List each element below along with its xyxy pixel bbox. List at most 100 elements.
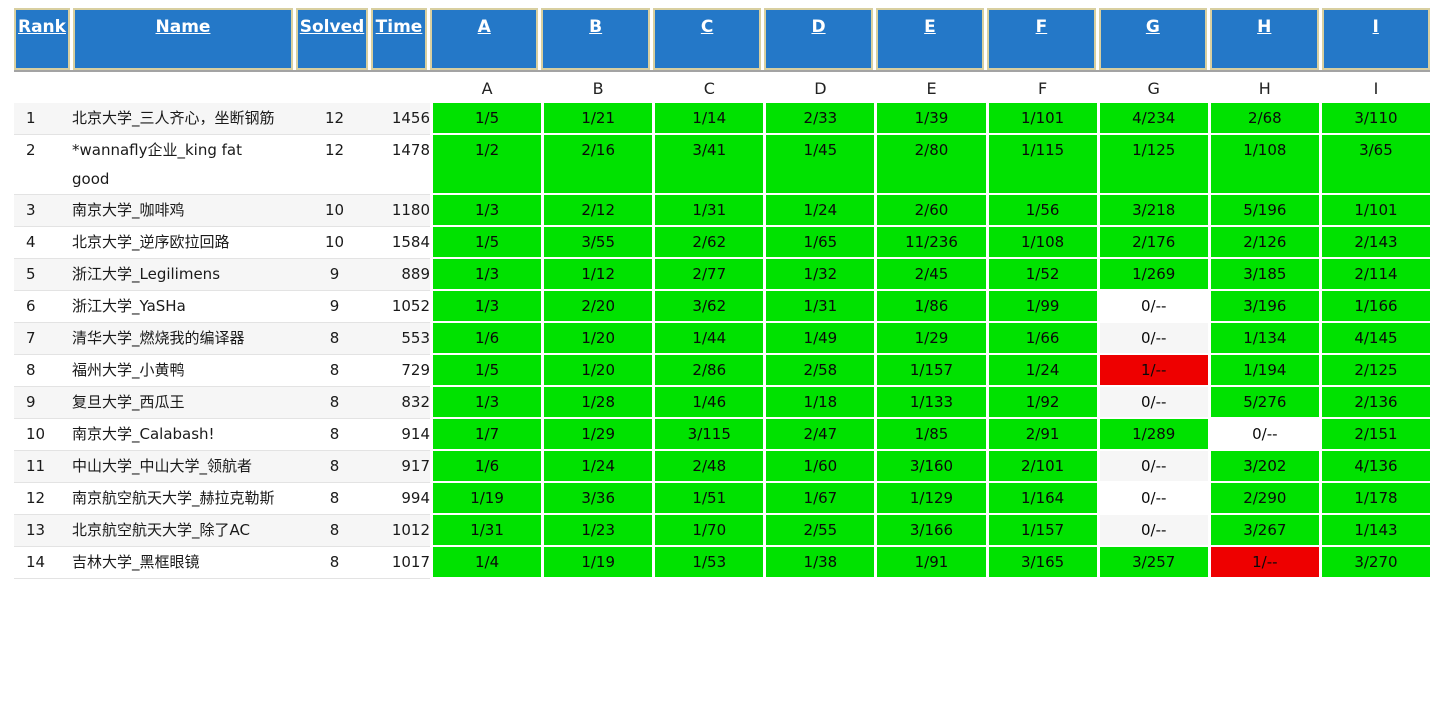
header-cell-f[interactable]: F: [987, 8, 1096, 70]
team-name: 福州大学_小黄鸭: [72, 361, 185, 379]
problem-letter-i: I: [1373, 79, 1379, 98]
rank-cell: 2: [26, 141, 36, 159]
problem-cell-e: 11/236: [877, 227, 986, 259]
problem-cell-f: 1/66: [988, 323, 1097, 355]
problem-cell-g: 3/218: [1099, 195, 1208, 227]
problem-cells-group: 1/4 1/19 1/53 1/38 1/91 3/165 3/257 1/-- 3/270: [430, 547, 1430, 579]
problem-cell-e: 1/39: [877, 103, 986, 135]
sort-d-link[interactable]: D: [811, 17, 826, 37]
problem-cells-group: 1/3 1/12 2/77 1/32 2/45 1/52 1/269 3/185 2/114: [430, 259, 1430, 291]
team-info-group: 12 南京航空航天大学_赫拉克勒斯 8 994: [14, 483, 430, 515]
sort-rank-link[interactable]: Rank: [18, 17, 66, 37]
rank-cell: 4: [26, 233, 36, 251]
team-info-group: 4 北京大学_逆序欧拉回路 10 1584: [14, 227, 430, 259]
problem-cell-h: 1/--: [1210, 547, 1319, 579]
sort-time-link[interactable]: Time: [375, 17, 423, 37]
problem-cell-i: 1/178: [1321, 483, 1430, 515]
problem-cell-d: 1/60: [766, 451, 875, 483]
solved-count: 8: [329, 553, 340, 571]
problem-cell-a: 1/4: [433, 547, 542, 579]
sort-c-link[interactable]: C: [700, 17, 714, 37]
problem-letter-b: B: [592, 79, 604, 98]
problem-letter-f: F: [1038, 79, 1048, 98]
problem-cells-group: 1/19 3/36 1/51 1/67 1/129 1/164 0/-- 2/290 1/178: [430, 483, 1430, 515]
rank-cell: 1: [26, 109, 36, 127]
sort-name-link[interactable]: Name: [155, 17, 211, 37]
sort-a-link[interactable]: A: [477, 17, 491, 37]
sort-i-link[interactable]: I: [1372, 17, 1379, 37]
problem-cell-d: 1/67: [766, 483, 875, 515]
header-cell-b[interactable]: B: [541, 8, 650, 70]
sort-g-link[interactable]: G: [1145, 17, 1160, 37]
table-row: 2 *wannafly企业_king fat good 12 1478 1/2 2/16 3…: [14, 135, 1430, 195]
problem-cell-i: 1/143: [1321, 515, 1430, 547]
problem-cells-group: 1/6 1/24 2/48 1/60 3/160 2/101 0/-- 3/202 4/136: [430, 451, 1430, 483]
time-total: 994: [401, 489, 430, 507]
header-cell-e[interactable]: E: [875, 8, 985, 70]
sort-b-link[interactable]: B: [589, 17, 603, 37]
problem-letter-e: E: [926, 79, 937, 98]
problem-cell-c: 1/14: [655, 103, 764, 135]
problem-cell-f: 1/52: [988, 259, 1097, 291]
header-cell-time[interactable]: Time: [371, 8, 427, 70]
problem-cell-i: 2/151: [1321, 419, 1430, 451]
sort-f-link[interactable]: F: [1035, 17, 1048, 37]
team-name: 南京大学_Calabash!: [72, 425, 215, 443]
team-name: 北京大学_三人齐心，坐断钢筋: [72, 109, 275, 127]
problem-cell-e: 1/86: [877, 291, 986, 323]
team-name: 北京大学_逆序欧拉回路: [72, 233, 230, 251]
problem-cell-e: 1/133: [877, 387, 986, 419]
rank-cell: 3: [26, 201, 36, 219]
header-cell-rank[interactable]: Rank: [14, 8, 70, 70]
header-cell-d[interactable]: D: [764, 8, 873, 70]
problem-cell-g: 3/257: [1099, 547, 1208, 579]
solved-count: 12: [324, 109, 345, 127]
table-row: 12 南京航空航天大学_赫拉克勒斯 8 994 1/19 3/36 1/51 1/67 1/12…: [14, 483, 1430, 515]
rank-cell: 8: [26, 361, 36, 379]
problem-cells-group: 1/5 3/55 2/62 1/65 11/236 1/108 2/176 2/126 2/14…: [430, 227, 1430, 259]
header-cell-solved[interactable]: Solved: [296, 8, 368, 70]
problem-cell-c: 1/53: [655, 547, 764, 579]
solved-count: 9: [329, 297, 340, 315]
solved-count: 9: [329, 265, 340, 283]
problem-cell-b: 1/20: [544, 323, 653, 355]
problem-cell-f: 1/115: [988, 135, 1097, 195]
header-cell-c[interactable]: C: [652, 8, 762, 70]
table-row: 14 吉林大学_黑框眼镜 8 1017 1/4 1/19 1/53 1/38 1/91 3/165…: [14, 547, 1430, 579]
problem-letter-h: H: [1258, 79, 1271, 98]
problem-cell-f: 1/56: [988, 195, 1097, 227]
sort-h-link[interactable]: H: [1257, 17, 1272, 37]
problem-cell-g: 0/--: [1099, 483, 1208, 515]
problem-letter-c: C: [703, 79, 715, 98]
problem-cell-i: 2/143: [1321, 227, 1430, 259]
problem-cell-i: 3/270: [1321, 547, 1430, 579]
header-cell-h[interactable]: H: [1210, 8, 1319, 70]
table-row: 3 南京大学_咖啡鸡 10 1180 1/3 2/12 1/31 1/24 2/60 1/56 3/…: [14, 195, 1430, 227]
table-row: 1 北京大学_三人齐心，坐断钢筋 12 1456 1/5 1/21 1/14 2/33 1/39…: [14, 103, 1430, 135]
problem-cell-g: 0/--: [1099, 515, 1208, 547]
table-row: 11 中山大学_中山大学_领航者 8 917 1/6 1/24 2/48 1/60 3/160 2…: [14, 451, 1430, 483]
problem-cell-b: 1/29: [544, 419, 653, 451]
solved-count: 8: [329, 457, 340, 475]
header-cell-g[interactable]: G: [1098, 8, 1208, 70]
time-total: 917: [401, 457, 430, 475]
problem-cell-e: 2/45: [877, 259, 986, 291]
header-cell-name[interactable]: Name: [73, 8, 293, 70]
problem-cells-group: 1/7 1/29 3/115 2/47 1/85 2/91 1/289 0/-- 2/151: [430, 419, 1430, 451]
problem-cell-g: 4/234: [1099, 103, 1208, 135]
problem-cell-c: 2/62: [655, 227, 764, 259]
problem-cells-group: 1/5 1/21 1/14 2/33 1/39 1/101 4/234 2/68 3/110: [430, 103, 1430, 135]
problem-cell-e: 1/85: [877, 419, 986, 451]
sort-e-link[interactable]: E: [924, 17, 936, 37]
time-total: 1584: [391, 233, 430, 251]
sort-solved-link[interactable]: Solved: [299, 17, 365, 37]
team-name: 清华大学_燃烧我的编译器: [72, 329, 245, 347]
problem-cell-i: 2/114: [1321, 259, 1430, 291]
problem-cell-g: 2/176: [1099, 227, 1208, 259]
header-cell-i[interactable]: I: [1321, 8, 1430, 70]
problem-cell-a: 1/19: [433, 483, 542, 515]
problem-cell-b: 1/20: [544, 355, 653, 387]
header-cell-a[interactable]: A: [430, 8, 539, 70]
subheader-spacer: [14, 79, 430, 98]
solved-count: 10: [324, 233, 345, 251]
